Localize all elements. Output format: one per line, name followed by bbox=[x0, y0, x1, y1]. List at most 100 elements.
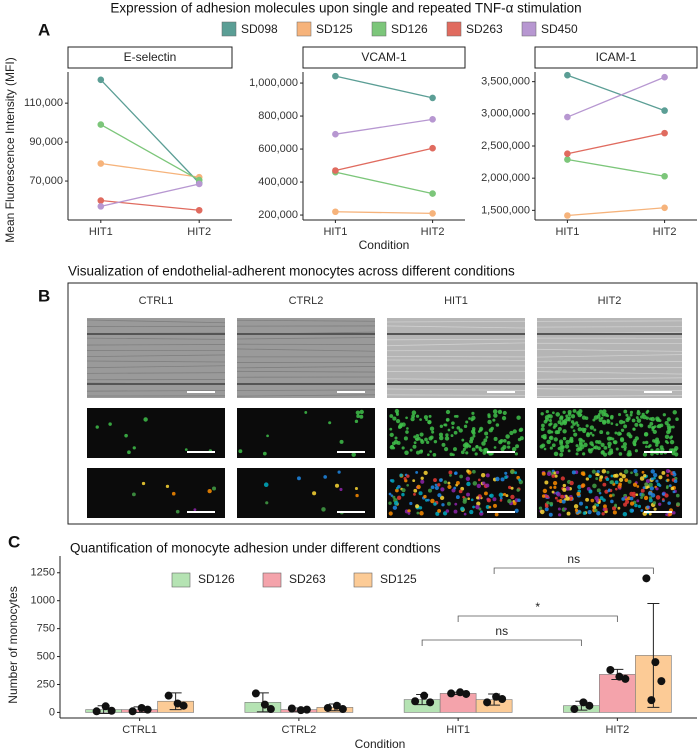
brightfield-image bbox=[537, 318, 682, 398]
cell bbox=[551, 474, 556, 478]
y-tick-label: 90,000 bbox=[29, 136, 63, 148]
cell bbox=[582, 472, 586, 476]
image-texture bbox=[236, 366, 376, 369]
cell bbox=[661, 471, 666, 475]
cell bbox=[475, 445, 479, 449]
cell bbox=[567, 449, 571, 453]
cell bbox=[412, 479, 416, 483]
cell bbox=[444, 423, 448, 427]
cell bbox=[171, 491, 176, 496]
data-point bbox=[332, 701, 341, 710]
cell bbox=[610, 499, 614, 504]
cell bbox=[392, 505, 398, 510]
cell bbox=[485, 504, 490, 509]
cell bbox=[575, 444, 579, 448]
cell bbox=[645, 416, 649, 420]
cell bbox=[544, 480, 549, 485]
cell bbox=[538, 506, 543, 510]
cell bbox=[676, 502, 681, 507]
vessel-edge bbox=[237, 383, 375, 385]
cell bbox=[493, 503, 497, 508]
cell bbox=[440, 487, 445, 492]
cell bbox=[469, 439, 474, 444]
cell bbox=[419, 511, 424, 516]
cell bbox=[434, 483, 438, 487]
cell bbox=[426, 440, 430, 444]
data-point bbox=[657, 677, 666, 686]
panel-b-label: B bbox=[38, 286, 50, 305]
cell bbox=[569, 480, 574, 486]
cell bbox=[675, 493, 680, 498]
cell bbox=[576, 447, 581, 452]
cell bbox=[644, 485, 649, 490]
cell bbox=[339, 439, 344, 444]
cell bbox=[564, 444, 570, 449]
cell bbox=[556, 499, 560, 503]
cell bbox=[485, 473, 490, 478]
cell bbox=[650, 452, 654, 456]
cell bbox=[446, 418, 449, 422]
legend-label: SD125 bbox=[316, 22, 353, 36]
cell bbox=[509, 430, 514, 436]
cell bbox=[207, 488, 212, 494]
data-point bbox=[615, 672, 624, 681]
cell bbox=[656, 482, 661, 487]
cell bbox=[561, 499, 566, 504]
significance-label: ns bbox=[567, 552, 580, 566]
image-texture bbox=[236, 337, 376, 340]
cell bbox=[666, 478, 670, 482]
fluorescence-image bbox=[537, 468, 682, 518]
cell bbox=[575, 421, 579, 425]
cell bbox=[501, 416, 507, 421]
cell bbox=[480, 510, 483, 513]
cell bbox=[618, 413, 622, 417]
image-texture bbox=[386, 388, 526, 391]
cell bbox=[562, 429, 567, 434]
cell bbox=[623, 445, 627, 450]
cell bbox=[640, 496, 643, 500]
cell bbox=[132, 446, 136, 450]
cell bbox=[165, 484, 170, 489]
cell bbox=[578, 409, 583, 414]
cell bbox=[614, 431, 618, 435]
cell bbox=[668, 484, 672, 488]
cell bbox=[596, 488, 601, 493]
cell bbox=[666, 417, 671, 422]
x-tick-label: HIT1 bbox=[89, 226, 113, 238]
cell bbox=[611, 506, 617, 511]
cell bbox=[653, 476, 656, 480]
cell bbox=[609, 494, 613, 498]
fluorescence-image bbox=[87, 408, 225, 458]
cell bbox=[389, 432, 394, 437]
cell bbox=[479, 449, 483, 452]
cell bbox=[598, 409, 603, 414]
cell bbox=[389, 445, 395, 450]
cell bbox=[404, 450, 409, 455]
cell bbox=[659, 423, 664, 428]
cell bbox=[658, 475, 663, 480]
cell bbox=[588, 474, 592, 478]
cell bbox=[406, 483, 409, 487]
cell bbox=[484, 431, 489, 436]
cell bbox=[618, 477, 624, 483]
cell bbox=[432, 452, 437, 457]
cell bbox=[472, 469, 476, 474]
cell bbox=[419, 418, 422, 421]
cell bbox=[644, 440, 649, 445]
cell bbox=[492, 418, 496, 422]
cell bbox=[476, 496, 480, 500]
cell bbox=[356, 414, 360, 418]
cell bbox=[438, 478, 443, 482]
cell bbox=[415, 414, 420, 418]
cell bbox=[665, 468, 670, 474]
cell bbox=[559, 448, 565, 453]
y-tick-label: 250 bbox=[37, 678, 55, 690]
data-point bbox=[661, 129, 668, 137]
cell bbox=[585, 477, 590, 481]
cell bbox=[640, 415, 644, 419]
cell bbox=[460, 450, 465, 455]
cell bbox=[675, 417, 679, 421]
cell bbox=[489, 493, 494, 498]
x-axis-label: Condition bbox=[359, 238, 410, 252]
